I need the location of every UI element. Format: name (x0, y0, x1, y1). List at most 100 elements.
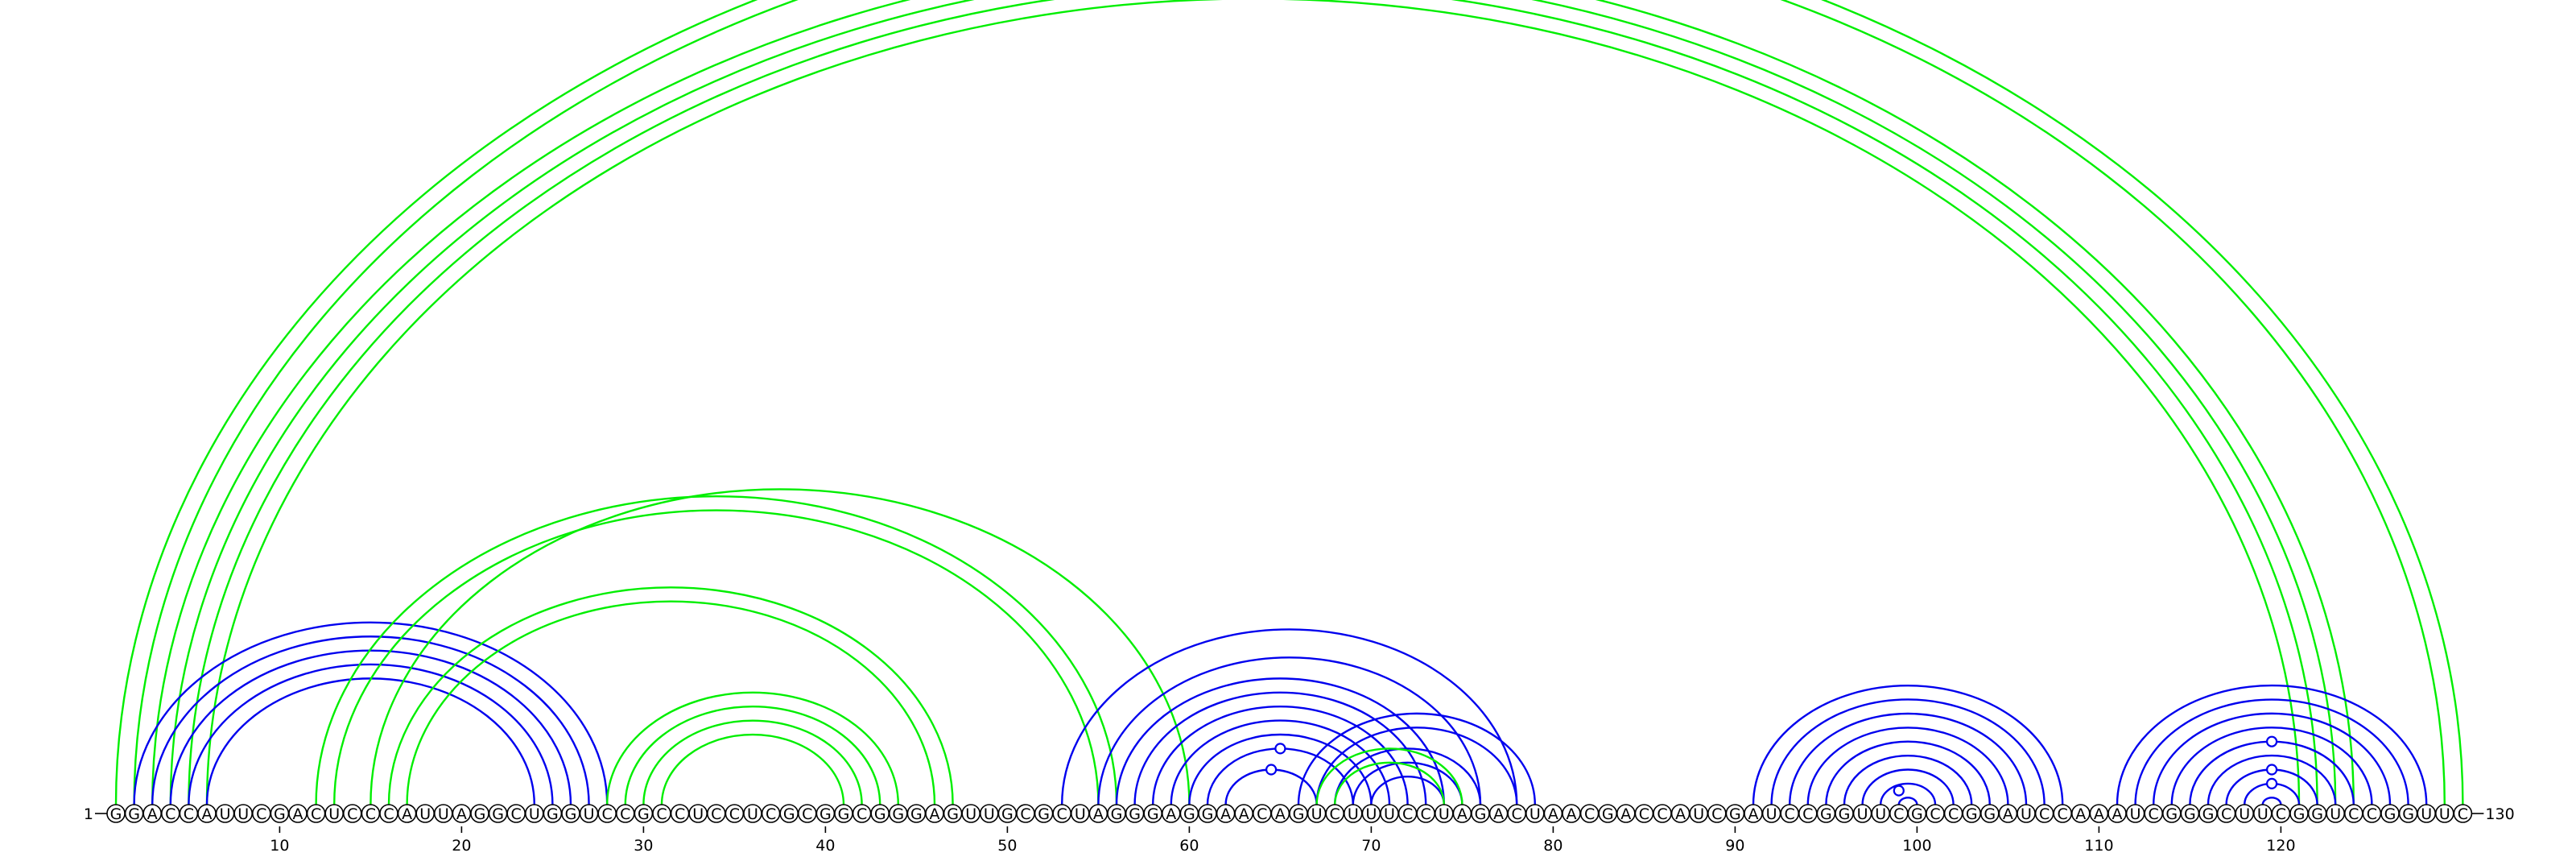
base-pair-arc (1297, 712, 1536, 805)
base-pair-arc (387, 586, 954, 805)
nucleotide-letter: A (930, 805, 940, 823)
base-pair-arc (315, 495, 1118, 805)
nucleotide-letter: A (1493, 805, 1504, 823)
nucleotide-letter: C (729, 805, 740, 823)
nucleotide-letter: U (692, 805, 704, 823)
tick-label: 120 (2266, 837, 2295, 855)
nucleotide-letter: U (2330, 805, 2341, 823)
nucleotide-letter: C (2458, 805, 2468, 823)
arc-midpoint-marker (2266, 764, 2278, 776)
nucleotide-letter: A (293, 805, 303, 823)
nucleotide-letter: G (1183, 805, 1195, 823)
nucleotide-letter: C (1711, 805, 1722, 823)
base-pair-arc (333, 509, 1100, 805)
base-pair-arc (205, 0, 2301, 805)
nucleotide-letter: C (1802, 805, 1813, 823)
nucleotide-letter: G (910, 805, 923, 823)
nucleotide-letter: G (128, 805, 140, 823)
nucleotide-letter: G (1001, 805, 1013, 823)
base-pair-arc (1206, 747, 1354, 805)
nucleotide-letter: C (165, 805, 175, 823)
nucleotide-letter: C (1639, 805, 1649, 823)
nucleotide-letter: U (438, 805, 449, 823)
nucleotide-letter: U (1365, 805, 1377, 823)
nucleotide-letter: U (1439, 805, 1450, 823)
nucleotide-letter: A (2075, 805, 2086, 823)
base-pair-arc (151, 0, 2355, 805)
base-pair-arc (114, 0, 2464, 805)
nucleotide-letter: U (328, 805, 340, 823)
base-pair-arc (2207, 754, 2337, 805)
nucleotide-letter: C (1657, 805, 1667, 823)
base-pair-arc (1061, 628, 1518, 805)
nucleotide-letter: G (783, 805, 795, 823)
nucleotide-letter: C (1512, 805, 1522, 823)
nucleotide-letter: G (1129, 805, 1141, 823)
nucleotide-letter: C (184, 805, 194, 823)
nucleotide-letter: C (656, 805, 667, 823)
nucleotide-letter: G (474, 805, 486, 823)
nucleotide-letter: A (1166, 805, 1176, 823)
nucleotide-letter: U (965, 805, 976, 823)
nucleotide-letter: C (857, 805, 867, 823)
tick-label: 60 (1179, 837, 1199, 855)
nucleotide-letter: U (220, 805, 231, 823)
nucleotide-letter: G (547, 805, 559, 823)
tick-label: 110 (2084, 837, 2113, 855)
nucleotide-letter: C (1330, 805, 1340, 823)
base-pair-arc (1352, 761, 1463, 805)
base-pair-arc (2116, 684, 2428, 805)
base-pair-arc (1152, 705, 1409, 805)
base-pair-arc (406, 600, 936, 805)
nucleotide-letter: C (1421, 805, 1431, 823)
tick-label: 50 (997, 837, 1017, 855)
nucleotide-letter: A (456, 805, 467, 823)
nucleotide-letter: C (1402, 805, 1413, 823)
tick-label: 80 (1543, 837, 1563, 855)
nucleotide-letter: G (1038, 805, 1050, 823)
nucleotide-letter: A (1239, 805, 1249, 823)
nucleotide-letter: G (2402, 805, 2414, 823)
base-pair-arc (1115, 677, 1445, 805)
nucleotide-letter: A (1675, 805, 1686, 823)
sequence-start-label: 1 (84, 805, 93, 823)
arc-midpoint-marker (1274, 743, 1286, 755)
nucleotide-letter: U (747, 805, 758, 823)
nucleotide-letter: U (1311, 805, 1323, 823)
nucleotide-letter: G (2165, 805, 2178, 823)
nucleotide-letter: A (2094, 805, 2104, 823)
nucleotide-letter: U (1875, 805, 1886, 823)
nucleotide-letter: C (2367, 805, 2377, 823)
base-pair-arc (169, 0, 2337, 805)
nucleotide-letter: C (675, 805, 685, 823)
nucleotide-letter: C (1948, 805, 1959, 823)
nucleotide-letter: C (1893, 805, 1904, 823)
arc-midpoint-marker (1893, 785, 1905, 797)
nucleotide-letter: U (2421, 805, 2432, 823)
tick-label: 10 (270, 837, 289, 855)
nucleotide-letter: C (256, 805, 266, 823)
base-pair-arc (624, 705, 881, 805)
nucleotide-letter: G (274, 805, 286, 823)
nucleotide-letter: C (766, 805, 776, 823)
nucleotide-letter: U (584, 805, 595, 823)
base-pair-arc (1097, 656, 1482, 805)
nucleotide-letter: A (1567, 805, 1577, 823)
arc-midpoint-marker (2266, 777, 2278, 789)
nucleotide-letter: C (1785, 805, 1795, 823)
nucleotide-letter: U (419, 805, 431, 823)
nucleotide-letter: G (1820, 805, 1832, 823)
base-pair-arc (1315, 747, 1463, 805)
nucleotide-letter: G (874, 805, 886, 823)
nucleotide-letter: C (711, 805, 721, 823)
nucleotide-letter: C (347, 805, 357, 823)
base-pair-arc (660, 733, 845, 805)
nucleotide-letter: U (2239, 805, 2250, 823)
nucleotide-letter: C (1057, 805, 1067, 823)
nucleotide-letter: A (402, 805, 412, 823)
nucleotide-letter: C (2276, 805, 2286, 823)
nucleotide-letter: U (1693, 805, 1704, 823)
nucleotide-letter: G (1839, 805, 1851, 823)
nucleotide-letter: U (1766, 805, 1777, 823)
nucleotide-letter: C (2348, 805, 2359, 823)
